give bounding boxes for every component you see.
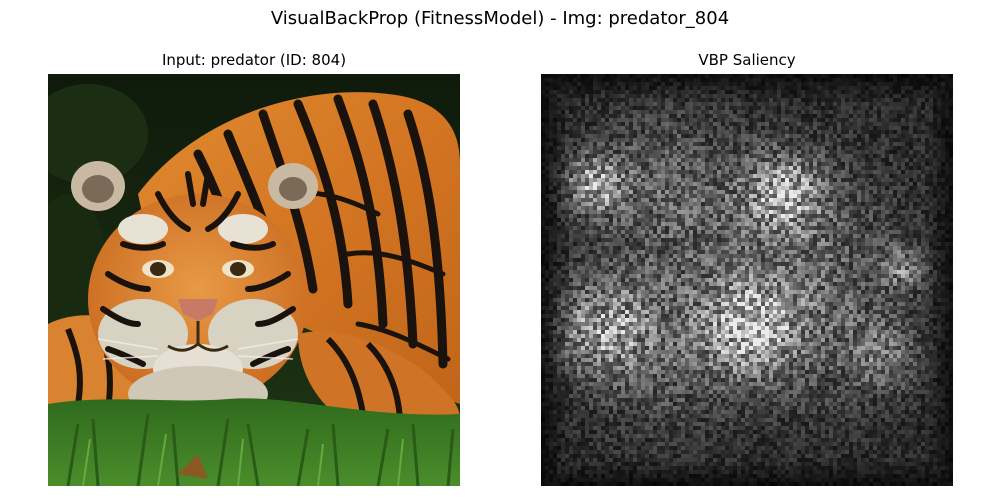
input-image-title: Input: predator (ID: 804) (161, 51, 347, 69)
saliency-heatmap (541, 74, 953, 486)
tiger-photo (48, 74, 460, 486)
saliency-map-title: VBP Saliency (698, 51, 796, 69)
saliency-map (541, 74, 953, 486)
figure-title: VisualBackProp (FitnessModel) - Img: pre… (270, 8, 730, 29)
input-image (48, 74, 460, 486)
